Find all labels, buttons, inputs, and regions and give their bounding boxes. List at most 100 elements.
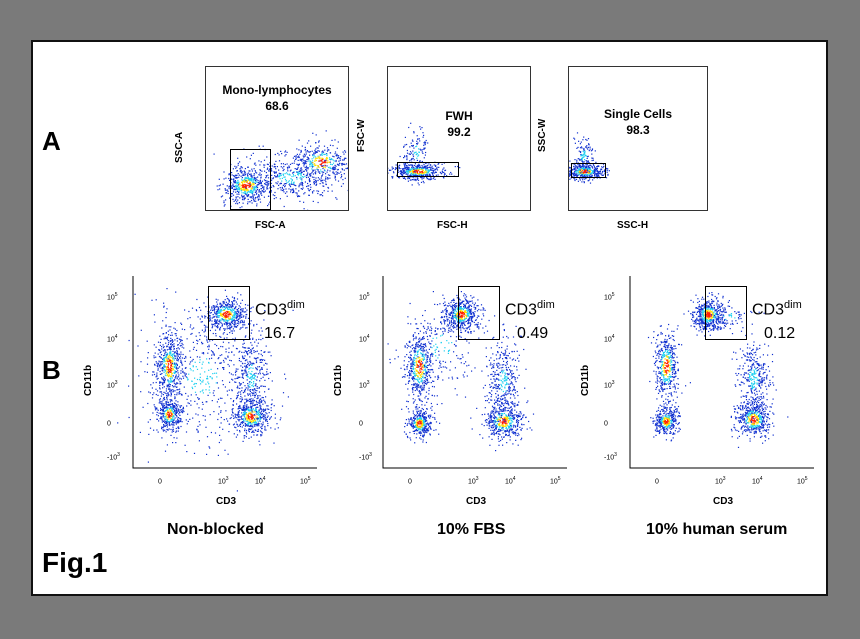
tick-base: 10 [359,336,367,344]
tick-base: 0 [655,478,659,486]
tick-exp: 4 [759,476,763,482]
tick-exp: 4 [262,476,266,482]
y-tick-label: 0 [107,418,111,427]
event-cloud [153,383,188,436]
scatter-b3 [629,276,814,469]
tick-exp: 5 [114,292,118,298]
gate-rect-a3 [571,163,606,178]
panel-label-b: B [42,355,61,385]
tick-base: 0 [408,478,412,486]
scatter-a3 [569,132,610,184]
gate-main: CD3 [255,301,288,319]
scatter-b1 [117,276,317,492]
tick-base: 10 [107,294,115,302]
y-tick-label: 0 [359,418,363,427]
axis-lines [382,276,567,469]
x-tick-label: 104 [752,476,763,485]
x-tick-label: 0 [158,476,162,485]
tick-exp: 3 [722,476,726,482]
tick-base: 10 [218,478,226,486]
tick-exp: 5 [557,476,561,482]
gate-percent-a2: 99.2 [447,125,471,139]
y-label-b1: CD11b [83,364,94,396]
tick-base: 0 [107,420,111,428]
x-tick-label: 104 [505,476,516,485]
event-cloud [439,291,490,338]
plot-b1: CD11b CD3 105 104 103 0 -103 0 103 104 105 CD3dim 16… [81,266,321,507]
cd3dim-label-b1: CD3dim [255,299,305,319]
x-label-b2: CD3 [466,496,487,507]
y-tick-label: 105 [359,292,370,301]
event-cloud [470,395,535,446]
plot-a2: FWH 99.2 [387,66,531,211]
tick-exp: 3 [611,380,615,386]
y-tick-label: 105 [107,292,118,301]
plot-b2: CD11b CD3 105 104 103 0 -103 0 103 104 105 CD3dim 0.… [331,266,571,507]
gate-name-a2: FWH [445,109,473,123]
event-cloud [213,148,294,209]
cd3dim-label-b3: CD3dim [752,299,802,319]
event-cloud [650,403,681,442]
scatter-a2 [388,122,461,186]
plot-b3: CD11b CD3 105 104 103 0 -103 0 103 104 105 CD3dim 0.… [578,266,818,507]
y-label-a2: FSC-W [356,119,367,152]
tick-base: -10 [604,454,615,462]
tick-base: 10 [715,478,723,486]
condition-label-2: 10% FBS [437,521,506,538]
event-cloud [280,130,348,194]
y-tick-label: 104 [359,334,370,343]
event-cloud [647,323,691,413]
event-cloud [196,289,258,338]
x-label-a1: FSC-A [255,220,286,231]
x-tick-label: 105 [300,476,311,485]
tick-base: -10 [359,454,370,462]
tick-base: -10 [107,454,118,462]
gate-sup: dim [287,299,305,311]
axis-lines [132,276,317,469]
y-tick-label: 103 [604,380,615,389]
y-tick-label: -103 [604,452,617,461]
gate-main: CD3 [505,301,538,319]
gate-main: CD3 [752,301,785,319]
x-tick-label: 103 [218,476,229,485]
y-tick-label: 103 [107,380,118,389]
gate-name-a1: Mono-lymphocytes [222,83,332,97]
tick-exp: 4 [114,334,118,340]
tick-exp: 3 [117,452,120,458]
y-label-a1: SSC-A [174,131,185,163]
tick-base: 10 [604,294,612,302]
tick-exp: 3 [225,476,229,482]
tick-base: 10 [359,294,367,302]
x-tick-label: 0 [655,476,659,485]
tick-base: 10 [550,478,558,486]
x-label-b3: CD3 [713,496,734,507]
tick-exp: 4 [512,476,516,482]
tick-base: 0 [359,420,363,428]
cd3dim-gate-b2 [458,286,500,340]
x-label-a3: SSC-H [617,220,649,231]
tick-exp: 5 [611,292,615,298]
cd3dim-percent-b3: 0.12 [764,325,796,342]
tick-exp: 3 [475,476,479,482]
scatter-b2 [382,276,567,469]
gate-percent-a3: 98.3 [626,123,650,137]
tick-base: 10 [255,478,263,486]
event-cloud [403,401,441,444]
plot-a3: Single Cells 98.3 [568,66,708,211]
tick-exp: 5 [366,292,370,298]
y-tick-label: 103 [359,380,370,389]
gate-percent-a1: 68.6 [265,99,289,113]
event-cloud [569,132,597,175]
figure-label: Fig.1 [42,547,108,578]
event-cloud [229,317,273,438]
tick-base: 10 [359,382,367,390]
cd3dim-gate-b1 [208,286,250,340]
y-tick-label: -103 [107,452,120,461]
cd3dim-gate-b3 [705,286,747,340]
tick-base: 10 [468,478,476,486]
tick-base: 0 [158,478,162,486]
figure: A B Fig.1 Mono-lymphocytes 68.6 SSC-A FS… [31,40,828,596]
tick-exp: 3 [114,380,118,386]
y-tick-label: 104 [107,334,118,343]
tick-exp: 5 [804,476,808,482]
